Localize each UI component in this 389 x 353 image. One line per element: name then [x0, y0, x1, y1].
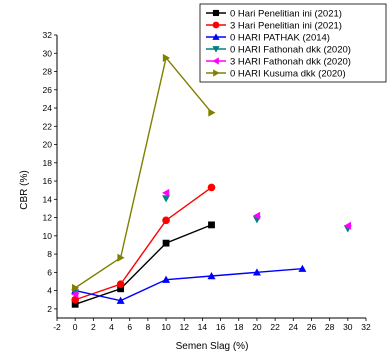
x-tick-label: -2: [53, 322, 61, 332]
x-tick-label: 4: [109, 322, 114, 332]
y-tick-label: 12: [43, 213, 53, 223]
legend-label: 3 Hari Penelitian ini (2021): [230, 21, 342, 32]
data-point: [343, 221, 352, 230]
tick-labels: -2 0 2 4 6 8 10 12 14 16 18 20 22 24 26 28 30 32246810121…: [43, 30, 371, 332]
legend-label: 3 HARI Fathonah dkk (2020): [230, 57, 351, 68]
legend-label: 0 HARI PATHAK (2014): [230, 33, 330, 44]
legend-marker: [212, 33, 220, 40]
data-point: [298, 264, 307, 272]
y-tick-label: 10: [43, 231, 53, 241]
y-tick-label: 14: [43, 194, 53, 204]
data-point: [162, 275, 171, 283]
legend: 0 Hari Penelitian ini (2021)3 Hari Penel…: [199, 3, 387, 83]
x-tick-label: 6: [127, 322, 132, 332]
legend-marker: [213, 69, 220, 77]
series-line: [74, 224, 212, 305]
x-tick-label: 18: [234, 322, 244, 332]
x-tick-label: 2: [91, 322, 96, 332]
data-point: [162, 188, 170, 197]
data-point: [252, 268, 261, 276]
data-point: [162, 216, 170, 225]
x-tick-label: 0: [73, 322, 78, 332]
y-tick-label: 20: [43, 140, 53, 150]
x-tick-label: 12: [180, 322, 190, 332]
legend-marker: [212, 9, 220, 17]
data-point: [162, 53, 171, 62]
y-tick-label: 28: [43, 67, 53, 77]
x-tick-label: 14: [198, 322, 208, 332]
data-point: [208, 221, 215, 229]
x-axis-label: Semen Slag (%): [176, 341, 249, 352]
axes: [54, 34, 367, 321]
legend-entry: 0 HARI Kusuma dkk (2020): [206, 69, 346, 80]
legend-label: 0 HARI Fathonah dkk (2020): [230, 45, 351, 56]
legend-marker: [212, 57, 219, 65]
data-point: [162, 195, 171, 203]
data-point: [252, 211, 261, 220]
series-line: [74, 186, 212, 301]
data-point: [71, 283, 80, 292]
legend-entry: 0 Hari Penelitian ini (2021): [206, 9, 342, 20]
x-tick-label: 28: [325, 322, 335, 332]
series-line: [75, 268, 303, 302]
data-point: [116, 296, 125, 304]
data-point: [208, 108, 216, 117]
y-tick-label: 32: [43, 30, 53, 40]
legend-entry: 0 HARI Fathonah dkk (2020): [206, 45, 351, 56]
x-tick-label: 8: [146, 322, 151, 332]
x-tick-label: 16: [216, 322, 226, 332]
series-line: [74, 56, 213, 289]
x-tick-label: 20: [252, 322, 262, 332]
legend-marker: [212, 21, 220, 29]
y-tick-label: 24: [43, 103, 53, 113]
data-point: [71, 300, 79, 308]
legend-box: [199, 3, 387, 83]
legend-label: 0 Hari Penelitian ini (2021): [230, 9, 342, 20]
y-axis-label: CBR (%): [19, 170, 30, 209]
legend-entry: 0 HARI PATHAK (2014): [206, 33, 330, 44]
x-tick-label: 26: [307, 322, 317, 332]
y-tick-label: 16: [43, 176, 53, 186]
data-point: [71, 295, 79, 304]
data-point: [116, 280, 125, 289]
data-point: [207, 272, 216, 280]
y-tick-label: 22: [43, 121, 53, 131]
series-0: [71, 221, 215, 308]
x-tick-label: 24: [289, 322, 299, 332]
series-5: [71, 53, 216, 292]
y-tick-label: 2: [47, 304, 52, 314]
legend-label: 0 HARI Kusuma dkk (2020): [230, 69, 346, 80]
y-tick-label: 18: [43, 158, 53, 168]
data-point: [117, 285, 125, 293]
y-tick-label: 6: [47, 267, 52, 277]
data-point: [207, 183, 216, 192]
x-tick-label: 22: [270, 322, 280, 332]
x-tick-label: 32: [361, 322, 371, 332]
series-2: [71, 264, 307, 304]
y-tick-label: 26: [43, 85, 53, 95]
x-tick-label: 10: [161, 322, 171, 332]
data-point: [71, 290, 79, 299]
series-group: [71, 53, 352, 308]
x-tick-label: 30: [343, 322, 353, 332]
y-tick-label: 30: [43, 48, 53, 58]
legend-entry: 3 HARI Fathonah dkk (2020): [206, 57, 351, 68]
series-4: [71, 188, 352, 299]
data-point: [162, 239, 170, 247]
y-tick-label: 4: [47, 286, 52, 296]
series-1: [71, 183, 216, 304]
y-tick-label: 8: [47, 249, 52, 259]
legend-entry: 3 Hari Penelitian ini (2021): [206, 21, 342, 32]
legend-marker: [212, 46, 220, 53]
series-3: [71, 195, 352, 297]
data-point: [117, 253, 125, 262]
